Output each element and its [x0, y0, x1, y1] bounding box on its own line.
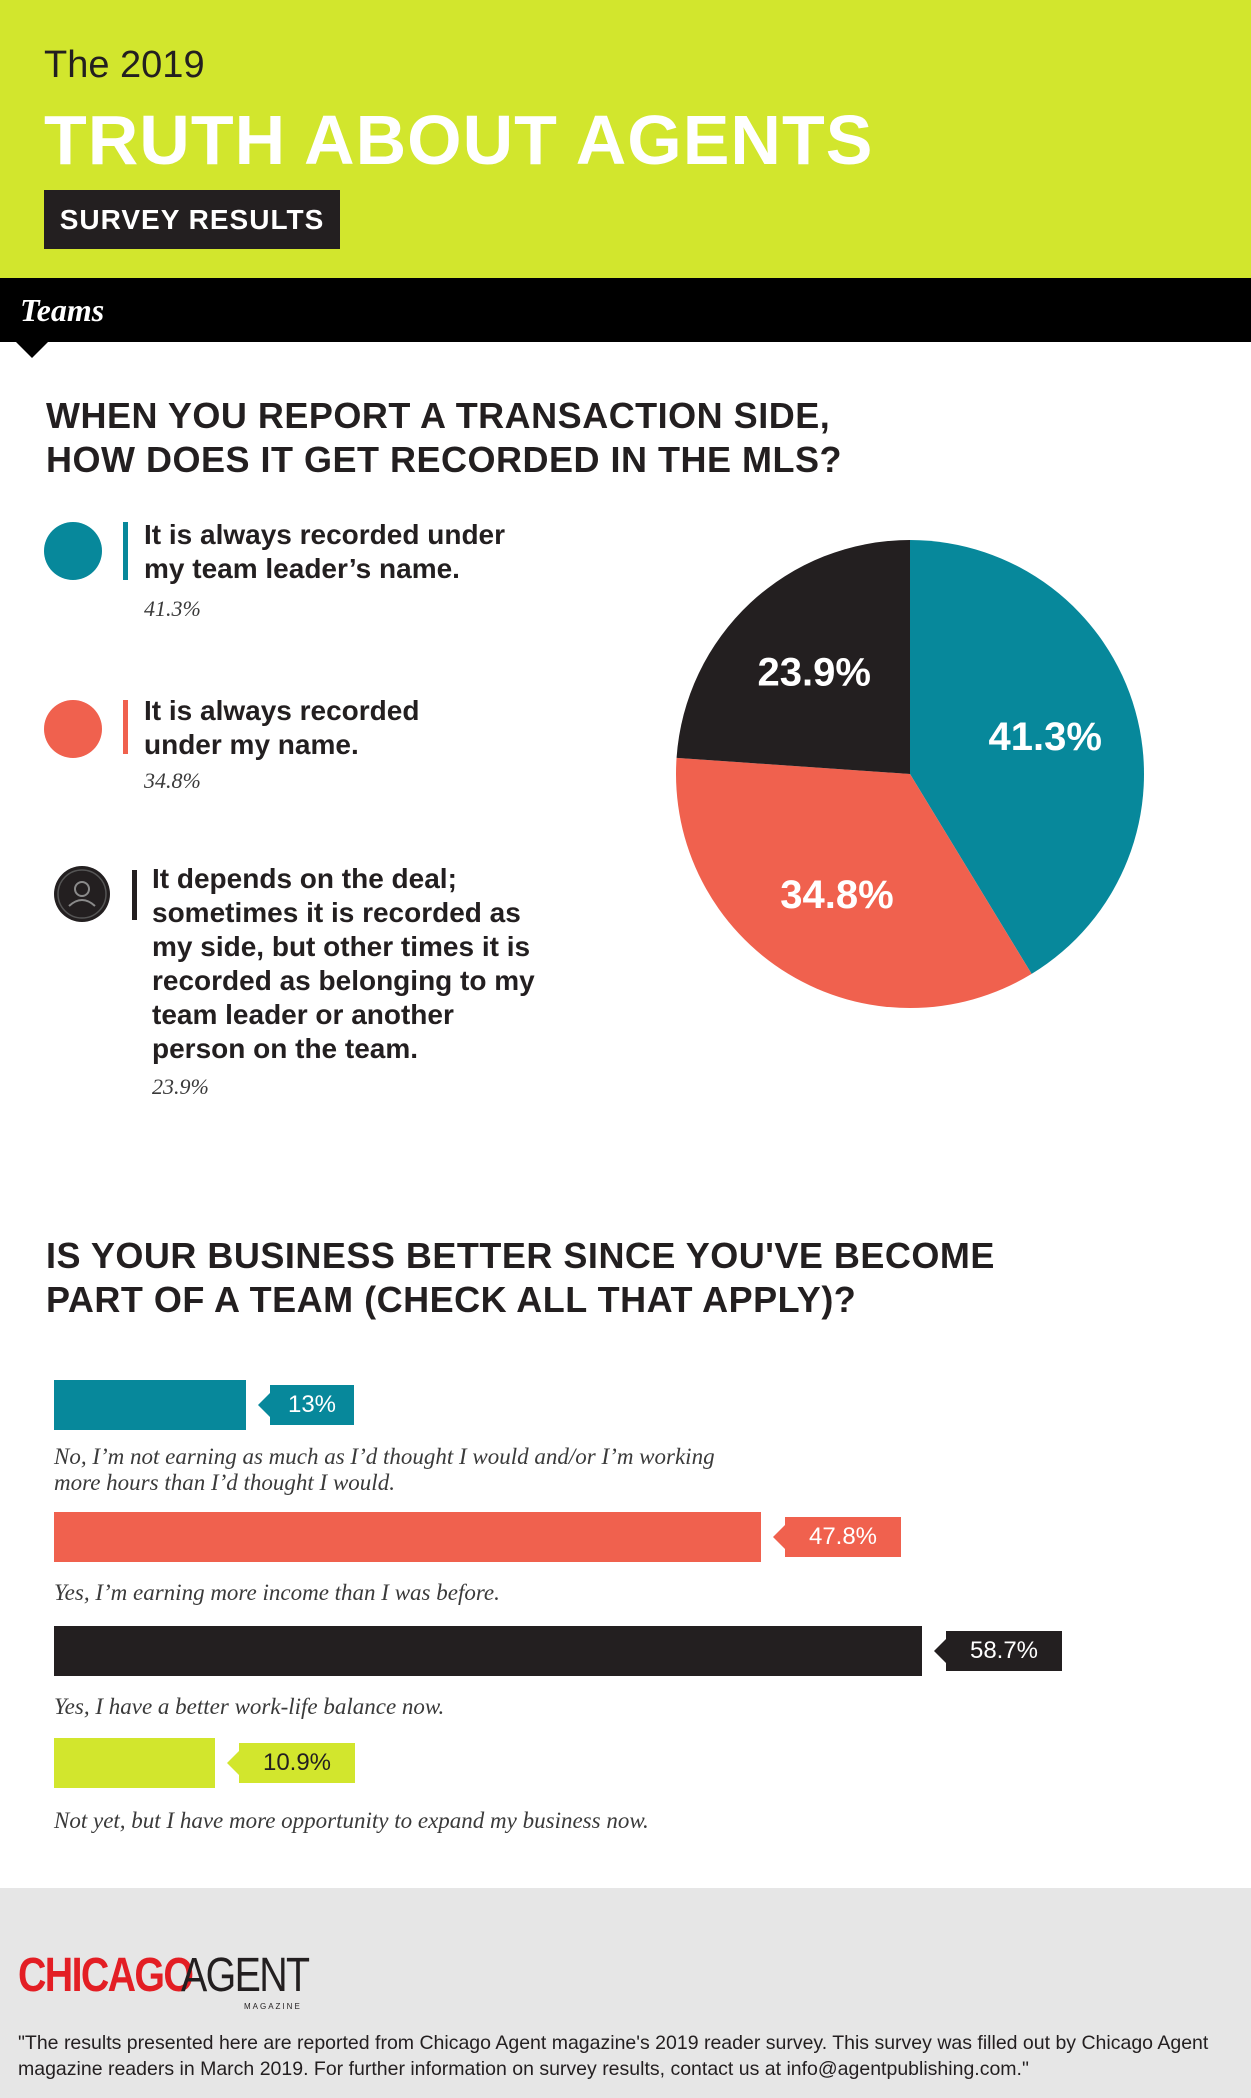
pie-slice	[910, 540, 1144, 974]
bar-category-label: Yes, I have a better work-life balance n…	[54, 1694, 445, 1719]
pie-slice-label: 34.8%	[780, 873, 893, 917]
disclaimer: "The results presented here are reported…	[18, 2032, 1209, 2080]
pre-title: The 2019	[44, 44, 205, 86]
person-glyph	[57, 869, 107, 919]
header-banner: The 2019 TRUTH ABOUT AGENTS SURVEY RESUL…	[0, 0, 1251, 278]
bar-value-label: 47.8%	[773, 1517, 901, 1557]
person-icon	[54, 866, 110, 922]
footer: CHICAGO AGENT MAGAZINE "The results pres…	[0, 1888, 1251, 2098]
logo-magazine: MAGAZINE	[244, 2002, 302, 2011]
bar-category-label: Yes, I’m earning more income than I was …	[54, 1580, 500, 1605]
pie-slice-label: 23.9%	[758, 650, 871, 694]
legend-text: It depends on the deal; sometimes it is …	[152, 863, 535, 1064]
pie-slice-label: 41.3%	[988, 715, 1101, 759]
bar	[54, 1626, 922, 1676]
legend-percent: 34.8%	[144, 768, 201, 793]
legend-percent: 23.9%	[152, 1074, 209, 1099]
legend-divider	[123, 522, 128, 580]
bar-category-label: No, I’m not earning as much as I’d thoug…	[54, 1444, 715, 1495]
legend-percent: 41.3%	[144, 596, 201, 621]
bar-value-label: 13%	[258, 1385, 354, 1425]
bar	[54, 1512, 761, 1562]
logo-agent: AGENT	[181, 1949, 310, 2002]
coral-dot-icon	[44, 700, 102, 758]
survey-results-badge: SURVEY RESULTS	[44, 190, 340, 249]
bar-value-label: 10.9%	[227, 1743, 355, 1783]
bar-category-label: Not yet, but I have more opportunity to …	[54, 1808, 649, 1833]
pie-slice	[676, 757, 1032, 1008]
logo-chicago: CHICAGO	[18, 1949, 194, 2002]
legend-text: It is always recorded under my team lead…	[144, 519, 506, 584]
pie-slice	[676, 540, 910, 774]
section-pointer-arrow	[16, 342, 48, 358]
main-title: TRUTH ABOUT AGENTS	[44, 101, 874, 179]
teal-dot-icon	[44, 522, 102, 580]
bar	[54, 1738, 215, 1788]
legend-divider	[123, 700, 128, 754]
legend-divider	[132, 870, 137, 920]
section-label: Teams	[20, 292, 105, 328]
pie-chart: 41.3% 34.8% 23.9%	[676, 540, 1144, 1008]
legend-text: It is always recorded under my name.	[144, 695, 420, 760]
chicago-agent-logo: CHICAGO AGENT MAGAZINE	[18, 1948, 310, 2011]
question-2: IS YOUR BUSINESS BETTER SINCE YOU'VE BEC…	[46, 1235, 995, 1320]
question-1: WHEN YOU REPORT A TRANSACTION SIDE, HOW …	[46, 395, 843, 480]
bar	[54, 1380, 246, 1430]
section-bar: Teams	[0, 278, 1251, 342]
bar-value-label: 58.7%	[934, 1631, 1062, 1671]
